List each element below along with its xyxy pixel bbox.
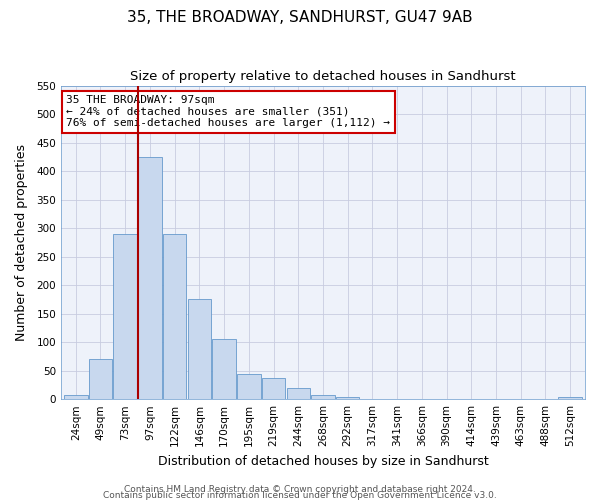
- Bar: [138, 157, 161, 399]
- X-axis label: Distribution of detached houses by size in Sandhurst: Distribution of detached houses by size …: [158, 454, 488, 468]
- Bar: [361, 398, 384, 399]
- Text: Contains HM Land Registry data © Crown copyright and database right 2024.: Contains HM Land Registry data © Crown c…: [124, 484, 476, 494]
- Text: 35 THE BROADWAY: 97sqm
← 24% of detached houses are smaller (351)
76% of semi-de: 35 THE BROADWAY: 97sqm ← 24% of detached…: [66, 95, 390, 128]
- Bar: [113, 234, 137, 399]
- Bar: [262, 378, 285, 399]
- Bar: [237, 374, 260, 399]
- Y-axis label: Number of detached properties: Number of detached properties: [15, 144, 28, 341]
- Bar: [311, 394, 335, 399]
- Title: Size of property relative to detached houses in Sandhurst: Size of property relative to detached ho…: [130, 70, 516, 83]
- Text: 35, THE BROADWAY, SANDHURST, GU47 9AB: 35, THE BROADWAY, SANDHURST, GU47 9AB: [127, 10, 473, 25]
- Bar: [287, 388, 310, 399]
- Bar: [64, 394, 88, 399]
- Bar: [188, 300, 211, 399]
- Bar: [163, 234, 187, 399]
- Bar: [89, 360, 112, 399]
- Text: Contains public sector information licensed under the Open Government Licence v3: Contains public sector information licen…: [103, 490, 497, 500]
- Bar: [212, 340, 236, 399]
- Bar: [484, 398, 508, 399]
- Bar: [559, 398, 582, 399]
- Bar: [336, 398, 359, 399]
